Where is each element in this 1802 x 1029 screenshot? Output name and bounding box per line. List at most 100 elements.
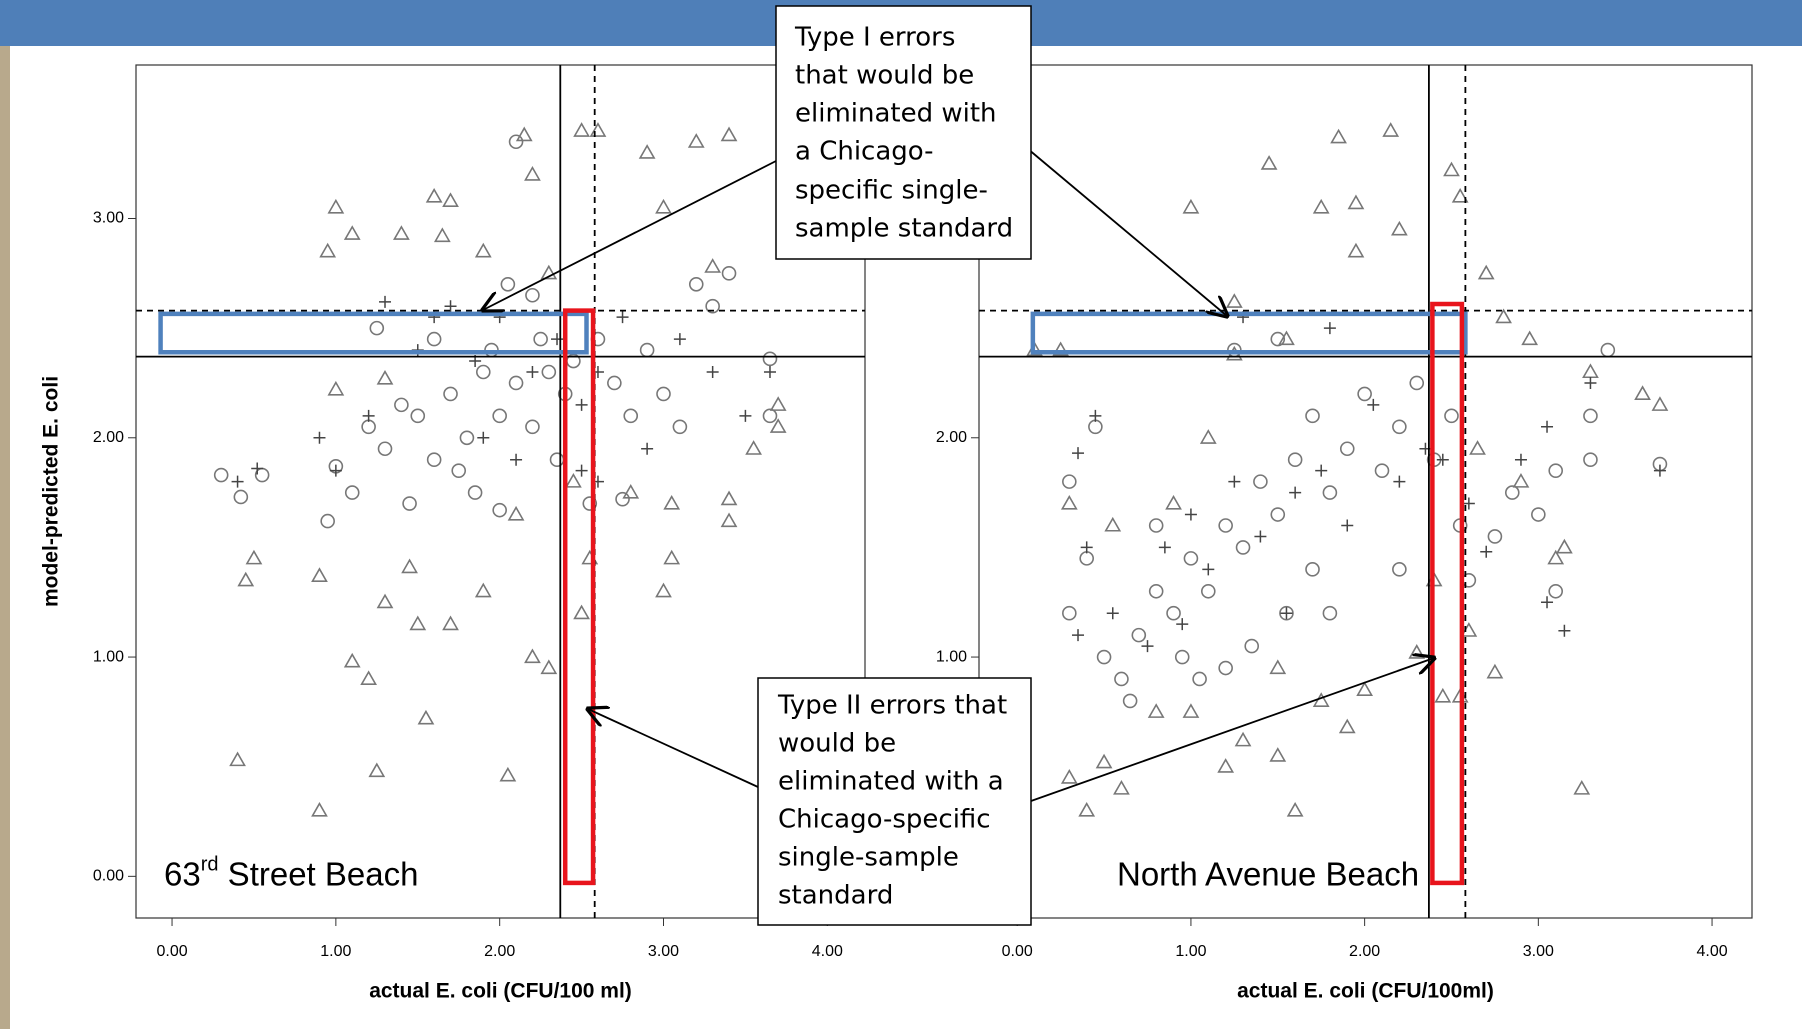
point (1347, 242, 1365, 258)
point (769, 396, 787, 411)
point (1095, 753, 1113, 769)
point (615, 491, 630, 507)
point (426, 452, 442, 468)
point (1244, 638, 1260, 654)
point (459, 430, 475, 446)
point (1060, 494, 1078, 510)
point (1253, 474, 1268, 489)
point (369, 320, 385, 336)
point (443, 386, 458, 402)
callout-text: a Chicago- (795, 137, 934, 167)
point (1392, 419, 1407, 435)
point (1279, 605, 1294, 621)
point (1078, 801, 1096, 817)
callout-box (775, 5, 1032, 260)
point (376, 369, 394, 385)
point (573, 122, 590, 137)
point (1390, 220, 1408, 236)
highlight-box (1430, 301, 1465, 886)
point (327, 198, 345, 214)
point (720, 126, 738, 142)
point (1278, 330, 1295, 346)
point (245, 549, 263, 565)
point (508, 375, 524, 391)
point (1584, 376, 1597, 389)
point (706, 365, 719, 378)
point (1147, 703, 1165, 718)
x-tick-label: 0.00 (156, 943, 187, 960)
point (769, 418, 787, 433)
point (1080, 541, 1093, 554)
point (1443, 161, 1460, 177)
point (1357, 386, 1372, 402)
callout-text: would be (778, 729, 896, 759)
point (1280, 607, 1293, 620)
x-tick-label: 4.00 (1696, 943, 1727, 960)
point (623, 408, 639, 424)
point (1218, 660, 1233, 676)
point (1114, 671, 1129, 687)
point (1234, 731, 1252, 747)
point (1182, 703, 1200, 718)
point (1260, 155, 1278, 170)
point (1174, 649, 1190, 665)
point (1060, 769, 1078, 784)
point (368, 762, 386, 778)
point (1184, 508, 1197, 521)
point (467, 485, 483, 500)
point (1228, 475, 1241, 488)
point (1072, 447, 1085, 460)
panel-label-part: Street Beach (219, 855, 419, 892)
point (641, 442, 654, 455)
point (1444, 408, 1459, 424)
point (1305, 408, 1320, 424)
point (1556, 538, 1573, 554)
point (425, 187, 443, 203)
plot-frame (978, 64, 1753, 919)
point (720, 512, 738, 528)
x-tick-label: 3.00 (648, 943, 679, 960)
point (1269, 747, 1287, 762)
point (1269, 659, 1287, 675)
point (1409, 375, 1425, 391)
point (1541, 596, 1554, 609)
point (525, 419, 540, 435)
point (360, 670, 378, 686)
callout-text: that would be (795, 61, 974, 91)
point (525, 287, 540, 303)
point (1286, 801, 1304, 817)
point (1486, 663, 1504, 679)
panel-label-part: North Avenue Beach (1117, 855, 1419, 892)
callout-text: Type II errors that (777, 691, 1007, 721)
point (1495, 308, 1512, 324)
point (616, 311, 629, 324)
point (1462, 497, 1475, 510)
point (229, 751, 246, 767)
x-axis-title: actual E. coli (CFU/100ml) (1237, 980, 1494, 1003)
callout-text: Type I errors (794, 23, 955, 53)
point (1434, 687, 1452, 703)
point (394, 397, 409, 413)
point (1392, 562, 1407, 577)
point (1289, 486, 1302, 499)
point (1052, 341, 1070, 357)
point (426, 331, 442, 347)
point (1165, 494, 1182, 510)
point (1330, 128, 1347, 144)
point (1504, 485, 1520, 500)
point (1315, 464, 1328, 477)
point (508, 134, 524, 150)
point (510, 453, 523, 466)
point (705, 298, 720, 314)
point (1436, 453, 1449, 466)
callout-text: single-sample (778, 843, 959, 873)
panel-label: North Avenue Beach (1117, 855, 1419, 892)
point (540, 659, 558, 675)
callout-text: eliminated with a (778, 767, 1004, 797)
point (475, 364, 491, 380)
point (1096, 649, 1112, 665)
point (1072, 629, 1085, 642)
point (233, 489, 249, 505)
point (327, 380, 345, 396)
point (1347, 194, 1365, 210)
